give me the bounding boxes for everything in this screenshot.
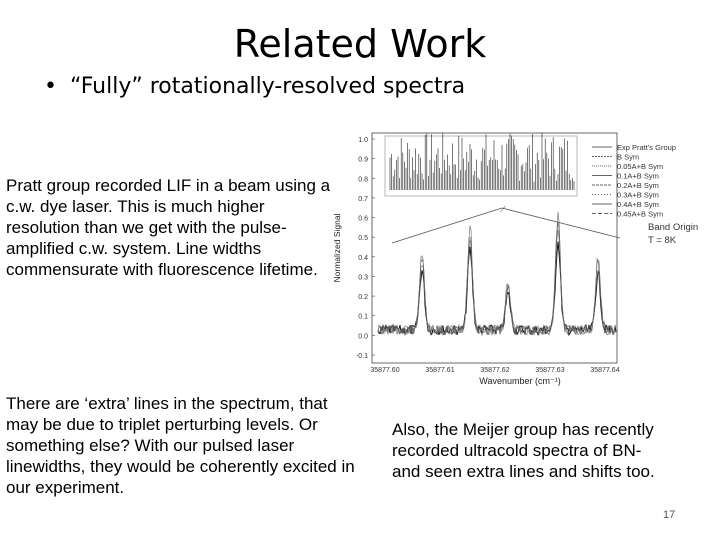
x-tick-label: 35877.61 bbox=[425, 367, 454, 374]
y-tick-label: 0.1 bbox=[358, 314, 368, 321]
legend-entry: Exp Pratt's Group bbox=[617, 143, 676, 152]
band-origin-label: Band Origin bbox=[648, 222, 698, 233]
y-tick-label: -0.1 bbox=[356, 353, 368, 360]
slide-number: 17 bbox=[663, 509, 676, 521]
x-tick-label: 35877.64 bbox=[590, 367, 619, 374]
temperature-label: T = 8K bbox=[648, 235, 677, 246]
y-tick-label: 0.3 bbox=[358, 274, 368, 281]
y-tick-label: 0.8 bbox=[358, 176, 368, 183]
y-tick-label: 0.2 bbox=[358, 294, 368, 301]
meijer-paragraph: Also, the Meijer group has recently reco… bbox=[392, 420, 655, 481]
legend-entry: 0.2A+B Sym bbox=[617, 181, 659, 190]
svg-text:⟋: ⟋ bbox=[500, 205, 506, 214]
main-spectrum bbox=[377, 211, 617, 337]
slide-title-text: Related Work bbox=[233, 22, 487, 66]
legend-entry: 0.4A+B Sym bbox=[617, 200, 659, 209]
y-tick-label: 0.7 bbox=[358, 196, 368, 203]
bullet-icon: • bbox=[44, 74, 57, 99]
bullet-point: • “Fully” rotationally-resolved spectra bbox=[44, 74, 465, 99]
extra-lines-paragraph: There are ‘extra’ lines in the spectrum,… bbox=[6, 394, 355, 497]
legend-entry: 0.3A+B Sym bbox=[617, 191, 659, 200]
bullet-text: “Fully” rotationally-resolved spectra bbox=[70, 74, 466, 99]
x-tick-label: 35877.60 bbox=[370, 367, 399, 374]
legend-entry: 0.05A+B Sym bbox=[617, 162, 663, 171]
legend-entry: 0.1A+B Sym bbox=[617, 172, 659, 181]
x-axis-label: Wavenumber (cm⁻¹) bbox=[479, 376, 560, 386]
zoom-line-right bbox=[501, 207, 621, 239]
spectrum-figure: ⟋ 1.0 0.9 0.8 0.7 0.6 0.5 0.4 0.3 0.2 0.1 0.0 -0.1 … bbox=[330, 108, 720, 398]
legend-entry: B Sym bbox=[617, 153, 639, 162]
inset-spectrum bbox=[389, 132, 575, 190]
legend-entry: 0.45A+B Sym bbox=[617, 210, 663, 219]
y-tick-label: 0.6 bbox=[358, 216, 368, 223]
pratt-paragraph: Pratt group recorded LIF in a beam using… bbox=[6, 176, 331, 279]
y-axis-label: Normalized Signal bbox=[332, 213, 342, 282]
y-tick-label: 0.5 bbox=[358, 235, 368, 242]
y-tick-label: 0.9 bbox=[358, 157, 368, 164]
x-tick-label: 35877.62 bbox=[480, 367, 509, 374]
x-tick-label: 35877.63 bbox=[535, 367, 564, 374]
y-tick-label: 0.0 bbox=[358, 333, 368, 340]
plot-frame bbox=[371, 132, 618, 364]
spectrum-trace bbox=[377, 211, 617, 336]
zoom-line-left bbox=[391, 207, 503, 244]
y-tick-label: 0.4 bbox=[358, 255, 368, 262]
slide-title: Related Work bbox=[0, 22, 720, 66]
spectrum-image: ⟋ 1.00.90.80.70.60.50.40.30.20.10.0-0.1 … bbox=[330, 108, 720, 398]
y-tick-label: 1.0 bbox=[358, 137, 368, 144]
inset-frame bbox=[384, 135, 578, 197]
